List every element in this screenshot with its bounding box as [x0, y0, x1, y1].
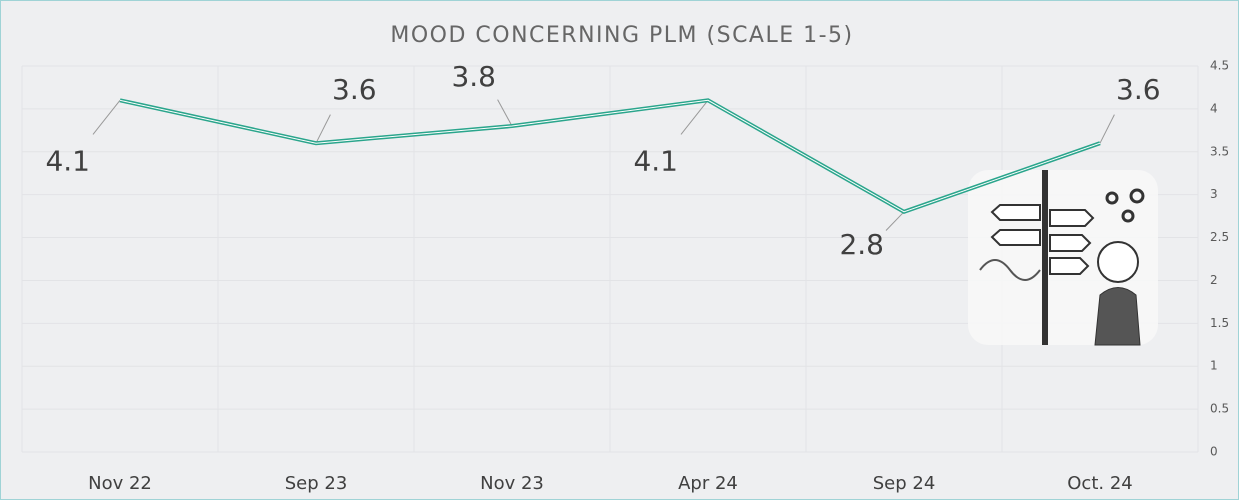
x-tick-label: Oct. 24: [1067, 473, 1132, 494]
data-label: 3.6: [332, 73, 377, 106]
y-tick-label: 4: [1210, 101, 1218, 115]
illustration: [968, 170, 1158, 345]
x-tick-label: Nov 22: [88, 473, 152, 494]
y-tick-label: 4.5: [1210, 59, 1229, 73]
y-tick-label: 2.5: [1210, 230, 1229, 244]
data-label: 4.1: [45, 144, 90, 177]
y-tick-label: 1.5: [1210, 316, 1229, 330]
y-tick-label: 0: [1210, 445, 1218, 459]
x-tick-label: Sep 24: [873, 473, 936, 494]
y-tick-label: 3.5: [1210, 144, 1229, 158]
x-tick-label: Nov 23: [480, 473, 544, 494]
y-tick-label: 0.5: [1210, 402, 1229, 416]
chart-title: MOOD CONCERNING PLM (SCALE 1-5): [390, 23, 853, 48]
y-tick-label: 1: [1210, 359, 1218, 373]
y-tick-label: 2: [1210, 273, 1218, 287]
y-tick-label: 3: [1210, 187, 1218, 201]
data-label: 3.6: [1116, 73, 1161, 106]
data-label: 3.8: [451, 60, 496, 93]
x-tick-label: Sep 23: [285, 473, 348, 494]
data-label: 2.8: [839, 228, 884, 261]
data-label: 4.1: [633, 144, 678, 177]
x-tick-label: Apr 24: [678, 473, 738, 494]
chart: MOOD CONCERNING PLM (SCALE 1-5) 0 0.5 1 1.5…: [0, 0, 1239, 500]
